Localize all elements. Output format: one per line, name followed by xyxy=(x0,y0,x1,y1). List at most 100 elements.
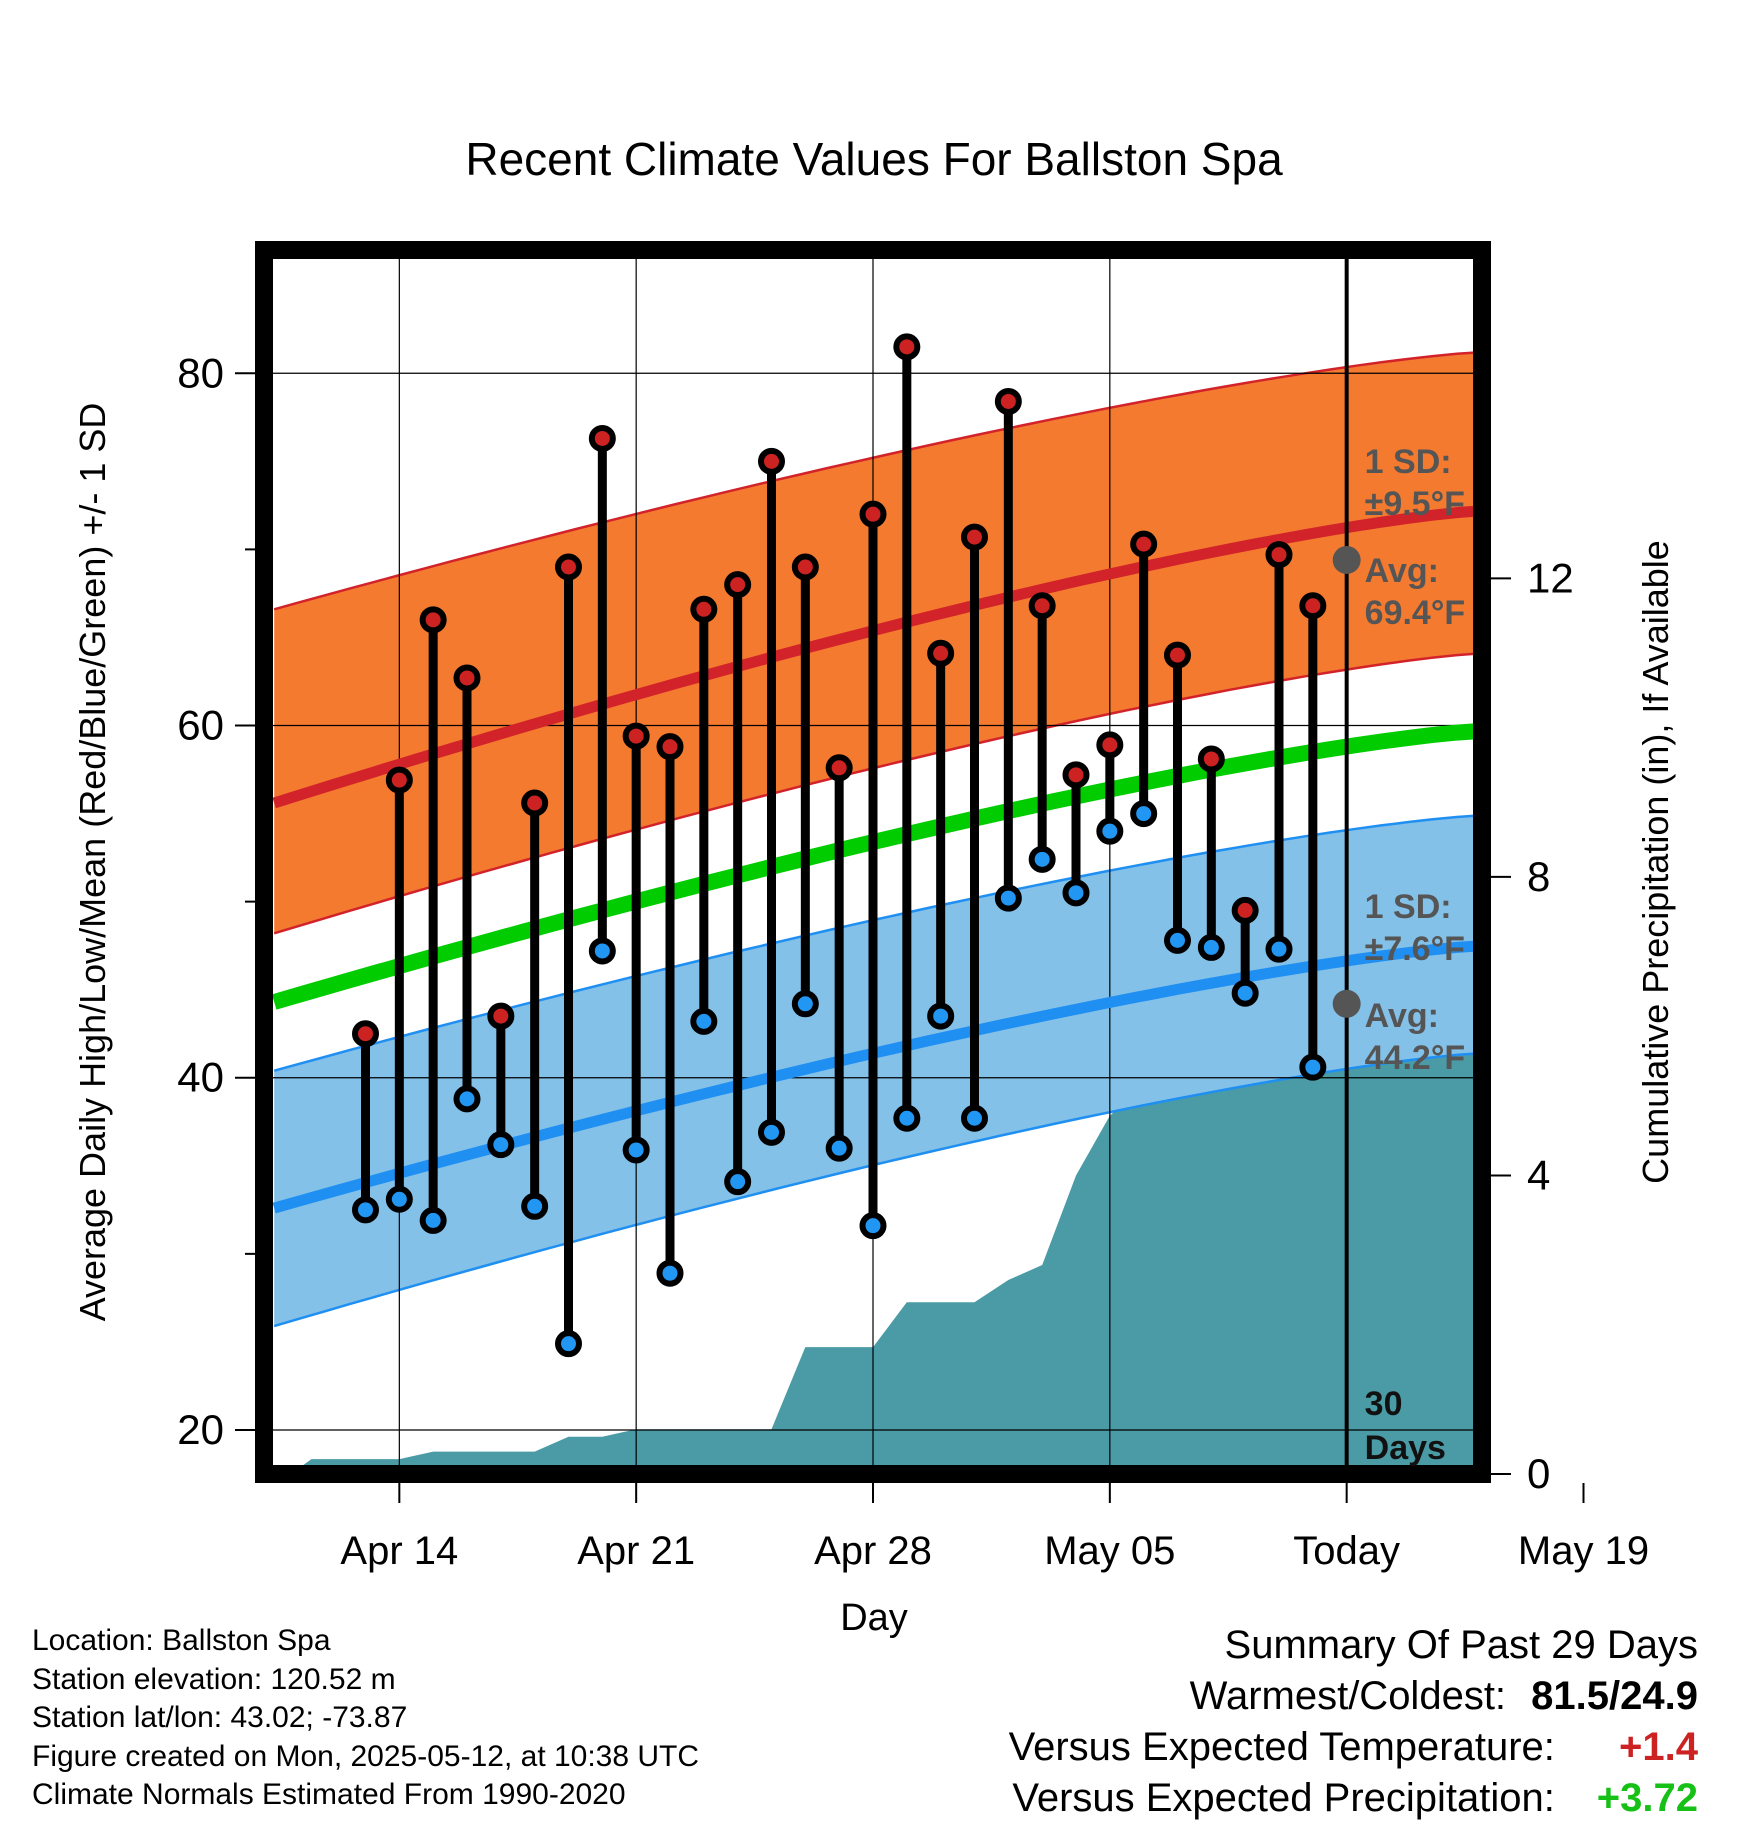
x-tick-label: May 05 xyxy=(1044,1529,1175,1573)
created-text: Figure created on Mon, 2025-05-12, at 10… xyxy=(32,1739,700,1773)
high-sd-value: ±9.5°F xyxy=(1365,485,1465,523)
x-tick-label: Apr 28 xyxy=(814,1529,932,1573)
daily-low-point xyxy=(893,1104,921,1132)
x-axis-label: Day xyxy=(840,1597,908,1639)
daily-low-point xyxy=(1231,979,1259,1007)
plot-frame xyxy=(255,241,1491,1483)
axes: 20 40 60 80 0 4 8 12 Apr 14 Apr 21 Apr 28 May 05 Tod… xyxy=(177,349,1649,1573)
daily-high-point xyxy=(1028,592,1056,620)
high-sd-label: 1 SD: xyxy=(1365,443,1452,481)
daily-high-point xyxy=(1096,731,1124,759)
daily-low-point xyxy=(487,1131,515,1159)
daily-high-point xyxy=(927,639,955,667)
daily-high-point xyxy=(1197,745,1225,773)
daily-low-point xyxy=(1197,933,1225,961)
low-sd-label: 1 SD: xyxy=(1365,888,1452,926)
low-sd-value: ±7.6°F xyxy=(1365,930,1465,968)
daily-high-point xyxy=(385,766,413,794)
station-info: Location: Ballston Spa Station elevation… xyxy=(32,1622,699,1815)
daily-high-point xyxy=(419,606,447,634)
daily-high-point xyxy=(690,595,718,623)
daily-low-point xyxy=(859,1212,887,1240)
x-tick-label: May 19 xyxy=(1518,1529,1649,1573)
daily-low-point xyxy=(1096,817,1124,845)
y-tick-label: 60 xyxy=(177,702,224,749)
daily-low-point xyxy=(419,1206,447,1234)
high-band-upper-edge xyxy=(273,350,1482,611)
daily-high-point xyxy=(1062,761,1090,789)
low-avg-label: Avg: xyxy=(1365,997,1439,1035)
y2-tick-label: 8 xyxy=(1527,853,1550,900)
precip-value: +3.72 xyxy=(1596,1776,1698,1820)
daily-low-point xyxy=(825,1134,853,1162)
y-tick-label: 20 xyxy=(177,1406,224,1453)
today-avg-low-marker xyxy=(1332,989,1361,1018)
summary-heading: Summary Of Past 29 Days xyxy=(1224,1623,1698,1667)
daily-high-point xyxy=(352,1020,379,1048)
y2-tick-label: 12 xyxy=(1527,554,1574,601)
temp-label: Versus Expected Temperature: xyxy=(1008,1725,1555,1769)
daily-high-point xyxy=(555,553,582,581)
daily-high-point xyxy=(622,722,650,750)
daily-high-point xyxy=(859,500,887,528)
high-sd-band xyxy=(274,352,1482,934)
daily-high-point xyxy=(656,733,684,761)
x-tick-label: Apr 14 xyxy=(340,1529,458,1573)
daily-low-point xyxy=(1130,800,1158,828)
daily-high-point xyxy=(994,387,1022,415)
daily-low-point xyxy=(555,1330,582,1358)
daily-low-point xyxy=(961,1104,988,1132)
daily-low-point xyxy=(1164,926,1191,954)
high-avg-value: 69.4°F xyxy=(1365,594,1466,632)
daily-low-point xyxy=(656,1259,684,1287)
daily-low-point xyxy=(588,937,616,965)
plot-area xyxy=(264,250,1482,1474)
daily-low-point xyxy=(927,1002,955,1030)
latlon-text: Station lat/lon: 43.02; -73.87 xyxy=(32,1701,408,1734)
daily-low-point xyxy=(994,884,1022,912)
precip-area xyxy=(291,981,1482,1474)
daily-low-point xyxy=(690,1007,718,1035)
daily-low-point xyxy=(1299,1053,1327,1081)
daily-low-point xyxy=(385,1185,413,1213)
daily-low-point xyxy=(758,1118,785,1146)
annotations: 1 SD: ±9.5°F Avg: 69.4°F 1 SD: ±7.6°F Avg: 44.2… xyxy=(1365,443,1466,1467)
daily-high-point xyxy=(588,424,616,452)
daily-high-point xyxy=(1265,541,1293,569)
daily-high-point xyxy=(961,523,988,551)
daily-low-point xyxy=(453,1085,481,1113)
summary-panel: Summary Of Past 29 Days Warmest/Coldest:… xyxy=(1009,1620,1698,1824)
high-avg-label: Avg: xyxy=(1365,552,1439,590)
y2-tick-label: 0 xyxy=(1527,1450,1550,1497)
daily-high-point xyxy=(487,1002,515,1030)
y-tick-label: 40 xyxy=(177,1054,224,1101)
low-normal-line xyxy=(272,940,1482,1214)
daily-low-point xyxy=(1265,935,1293,963)
daily-high-point xyxy=(791,553,819,581)
daily-high-point xyxy=(724,571,752,599)
normals-text: Climate Normals Estimated From 1990-2020 xyxy=(32,1778,626,1811)
daily-low-point xyxy=(521,1192,549,1220)
y-tick-label: 80 xyxy=(177,349,224,396)
daily-low-point xyxy=(1062,879,1090,907)
precip-label: Versus Expected Precipitation: xyxy=(1012,1776,1555,1820)
daily-high-point xyxy=(1231,896,1259,924)
period-unit: Days xyxy=(1365,1429,1446,1467)
high-normal-line xyxy=(272,505,1482,809)
low-avg-value: 44.2°F xyxy=(1365,1039,1466,1077)
elevation-text: Station elevation: 120.52 m xyxy=(32,1662,396,1696)
summary-precipitation: Versus Expected Precipitation: +3.72 xyxy=(1009,1773,1698,1824)
chart-title: Recent Climate Values For Ballston Spa xyxy=(465,133,1283,185)
daily-low-point xyxy=(724,1168,752,1196)
daily-high-point xyxy=(1164,641,1191,669)
daily-low-point xyxy=(622,1136,650,1164)
daily-high-point xyxy=(521,789,549,817)
x-tick-label: Apr 21 xyxy=(577,1529,695,1573)
location-text: Location: Ballston Spa xyxy=(32,1624,331,1657)
extremes-label: Warmest/Coldest: xyxy=(1189,1674,1507,1718)
daily-high-point xyxy=(893,333,921,361)
low-band-lower-edge xyxy=(273,1051,1482,1328)
daily-high-point xyxy=(453,664,481,692)
extremes-value: 81.5/24.9 xyxy=(1531,1674,1698,1718)
